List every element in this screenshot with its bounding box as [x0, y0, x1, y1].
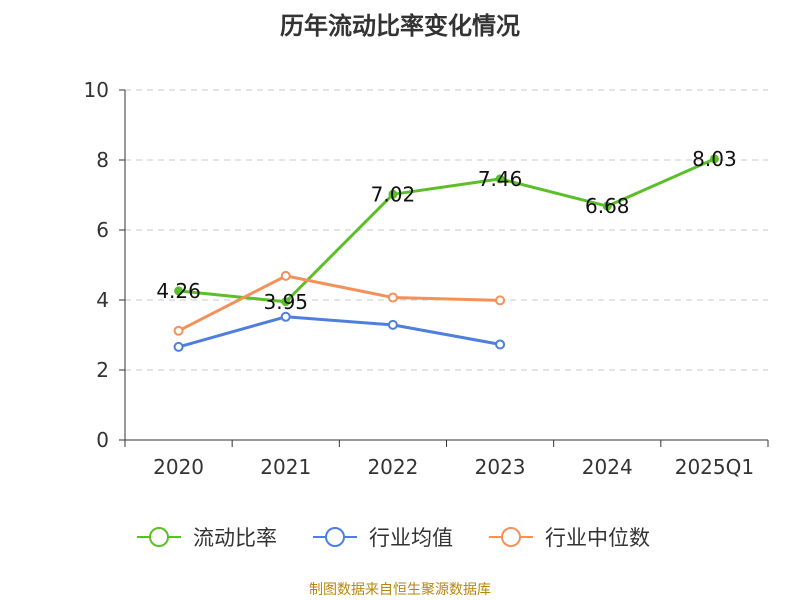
- y-tick-label: 4: [96, 288, 109, 312]
- data-label: 4.26: [156, 279, 201, 303]
- data-point: [387, 319, 398, 330]
- data-label: 8.03: [692, 147, 737, 171]
- data-point: [173, 325, 184, 336]
- data-point: [495, 174, 505, 184]
- series-line-0: [178, 157, 716, 304]
- data-label: 3.95: [263, 290, 308, 314]
- data-point: [280, 270, 291, 281]
- data-point: [495, 295, 506, 306]
- data-point: [387, 292, 398, 303]
- legend-label: 行业均值: [369, 526, 453, 550]
- y-tick-label: 10: [84, 78, 109, 102]
- y-tick-label: 0: [96, 428, 109, 452]
- data-point: [173, 341, 184, 352]
- data-point: [602, 201, 612, 211]
- axis-layer: 0 2 4 6 8 10 2020 2021 2022 2023 2024 2025Q1: [84, 78, 769, 479]
- x-tick-label: 2025Q1: [675, 455, 754, 479]
- series-line-1: [178, 315, 501, 349]
- data-point: [281, 297, 291, 307]
- data-label: 7.46: [478, 167, 523, 191]
- legend: 流动比率 行业均值 行业中位数: [137, 526, 650, 550]
- data-point: [709, 154, 719, 164]
- data-point: [280, 311, 291, 322]
- legend-swatch-marker: [149, 527, 169, 547]
- chart-title: 历年流动比率变化情况: [280, 12, 520, 40]
- legend-label: 流动比率: [193, 526, 277, 550]
- x-tick-label: 2023: [475, 455, 526, 479]
- legend-swatch-marker: [501, 527, 521, 547]
- y-tick-label: 2: [96, 358, 109, 382]
- series-line-2: [177, 274, 501, 333]
- x-tick-label: 2021: [260, 455, 311, 479]
- x-tick-label: 2022: [367, 455, 418, 479]
- x-tick-label: 2024: [582, 455, 633, 479]
- legend-item-1[interactable]: 行业均值: [313, 526, 453, 550]
- data-label: 6.68: [585, 194, 630, 218]
- grid-layer: [125, 89, 768, 371]
- source-note: 制图数据来自恒生聚源数据库: [309, 582, 491, 598]
- legend-item-0[interactable]: 流动比率: [137, 526, 277, 550]
- label-layer: 4.26 3.95 7.02 7.46 6.68 8.03: [156, 147, 736, 314]
- data-label: 7.02: [371, 182, 416, 206]
- data-point: [174, 286, 184, 296]
- legend-swatch-marker: [325, 527, 345, 547]
- data-point: [388, 189, 398, 199]
- series-layer: [173, 154, 719, 352]
- x-tick-label: 2020: [153, 455, 204, 479]
- legend-item-2[interactable]: 行业中位数: [489, 526, 650, 550]
- y-tick-label: 6: [96, 218, 109, 242]
- y-tick-label: 8: [96, 148, 109, 172]
- data-point: [495, 339, 506, 350]
- legend-label: 行业中位数: [545, 526, 650, 550]
